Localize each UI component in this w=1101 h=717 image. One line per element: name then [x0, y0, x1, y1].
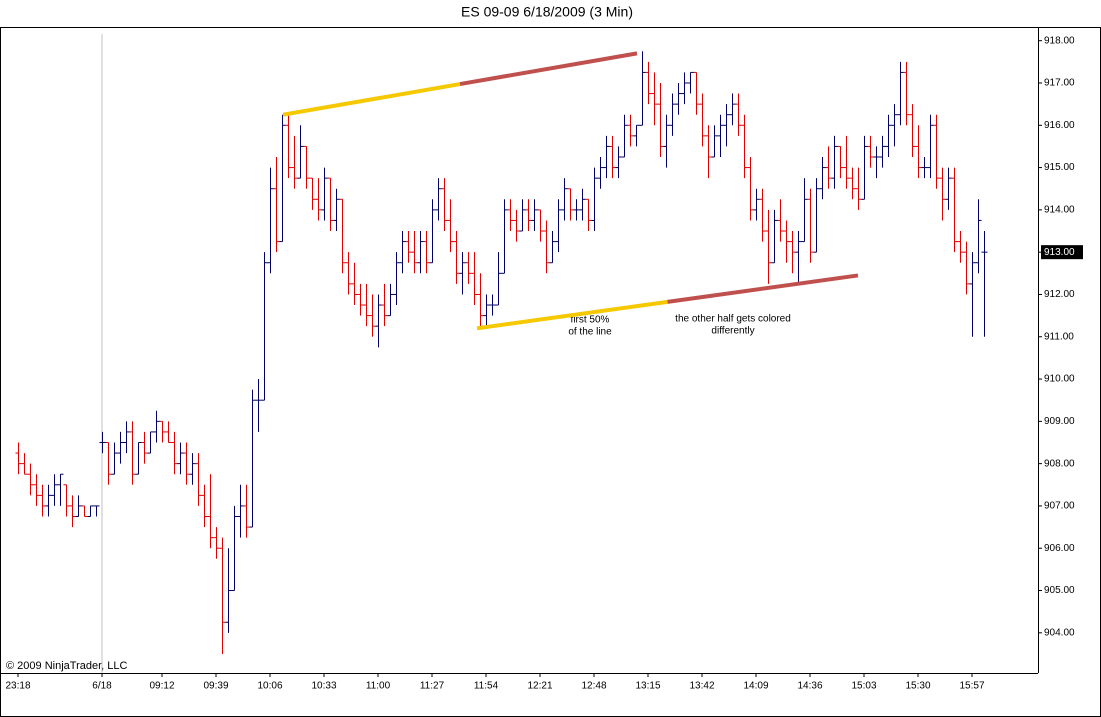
x-tick-label: 15:30 — [905, 681, 930, 692]
y-tick-label: 911.00 — [1044, 331, 1074, 342]
annotation: the other half gets colored — [675, 314, 791, 325]
y-tick-label: 908.00 — [1044, 458, 1075, 469]
y-tick-label: 909.00 — [1044, 416, 1075, 427]
y-tick-label: 905.00 — [1044, 585, 1075, 596]
annotation: of the line — [568, 327, 612, 338]
y-tick-label: 917.00 — [1044, 78, 1075, 89]
y-tick-label: 907.00 — [1044, 501, 1075, 512]
y-tick-label: 918.00 — [1044, 35, 1075, 46]
x-tick-label: 10:33 — [311, 681, 336, 692]
trend-line-second-half — [459, 51, 638, 87]
x-tick-label: 6/18 — [92, 681, 112, 692]
x-tick-label: 09:39 — [203, 681, 228, 692]
y-tick-label: 904.00 — [1044, 627, 1075, 638]
x-tick-label: 13:15 — [635, 681, 660, 692]
x-tick-label: 14:09 — [743, 681, 768, 692]
trend-line-second-half — [667, 273, 859, 304]
x-tick-label: 23:18 — [5, 681, 30, 692]
x-tick-label: 11:54 — [474, 681, 499, 692]
last-price-box — [1041, 245, 1083, 260]
y-tick-label: 910.00 — [1044, 374, 1075, 385]
annotation: differently — [711, 326, 754, 337]
x-tick-label: 15:03 — [851, 681, 876, 692]
trend-line-first-half — [282, 82, 461, 117]
annotation: first 50% — [571, 315, 610, 326]
x-tick-label: 15:57 — [959, 681, 984, 692]
x-tick-label: 14:36 — [797, 681, 822, 692]
x-tick-label: 10:06 — [257, 681, 282, 692]
last-price-label: 913.00 — [1044, 247, 1075, 258]
y-tick-label: 915.00 — [1044, 162, 1075, 173]
x-tick-label: 11:00 — [366, 681, 391, 692]
x-tick-label: 12:21 — [527, 681, 552, 692]
y-tick-label: 912.00 — [1044, 289, 1075, 300]
y-tick-label: 906.00 — [1044, 543, 1075, 554]
copyright: © 2009 NinjaTrader, LLC — [6, 660, 127, 672]
chart-frame — [0, 27, 1101, 717]
trend-line-first-half — [476, 299, 668, 331]
x-tick-label: 13:42 — [689, 681, 714, 692]
x-tick-label: 12:48 — [581, 681, 606, 692]
x-tick-label: 11:27 — [420, 681, 445, 692]
x-tick-label: 09:12 — [149, 681, 174, 692]
y-tick-label: 914.00 — [1044, 205, 1075, 216]
chart-title: ES 09-09 6/18/2009 (3 Min) — [461, 4, 633, 20]
y-tick-label: 916.00 — [1044, 120, 1075, 131]
